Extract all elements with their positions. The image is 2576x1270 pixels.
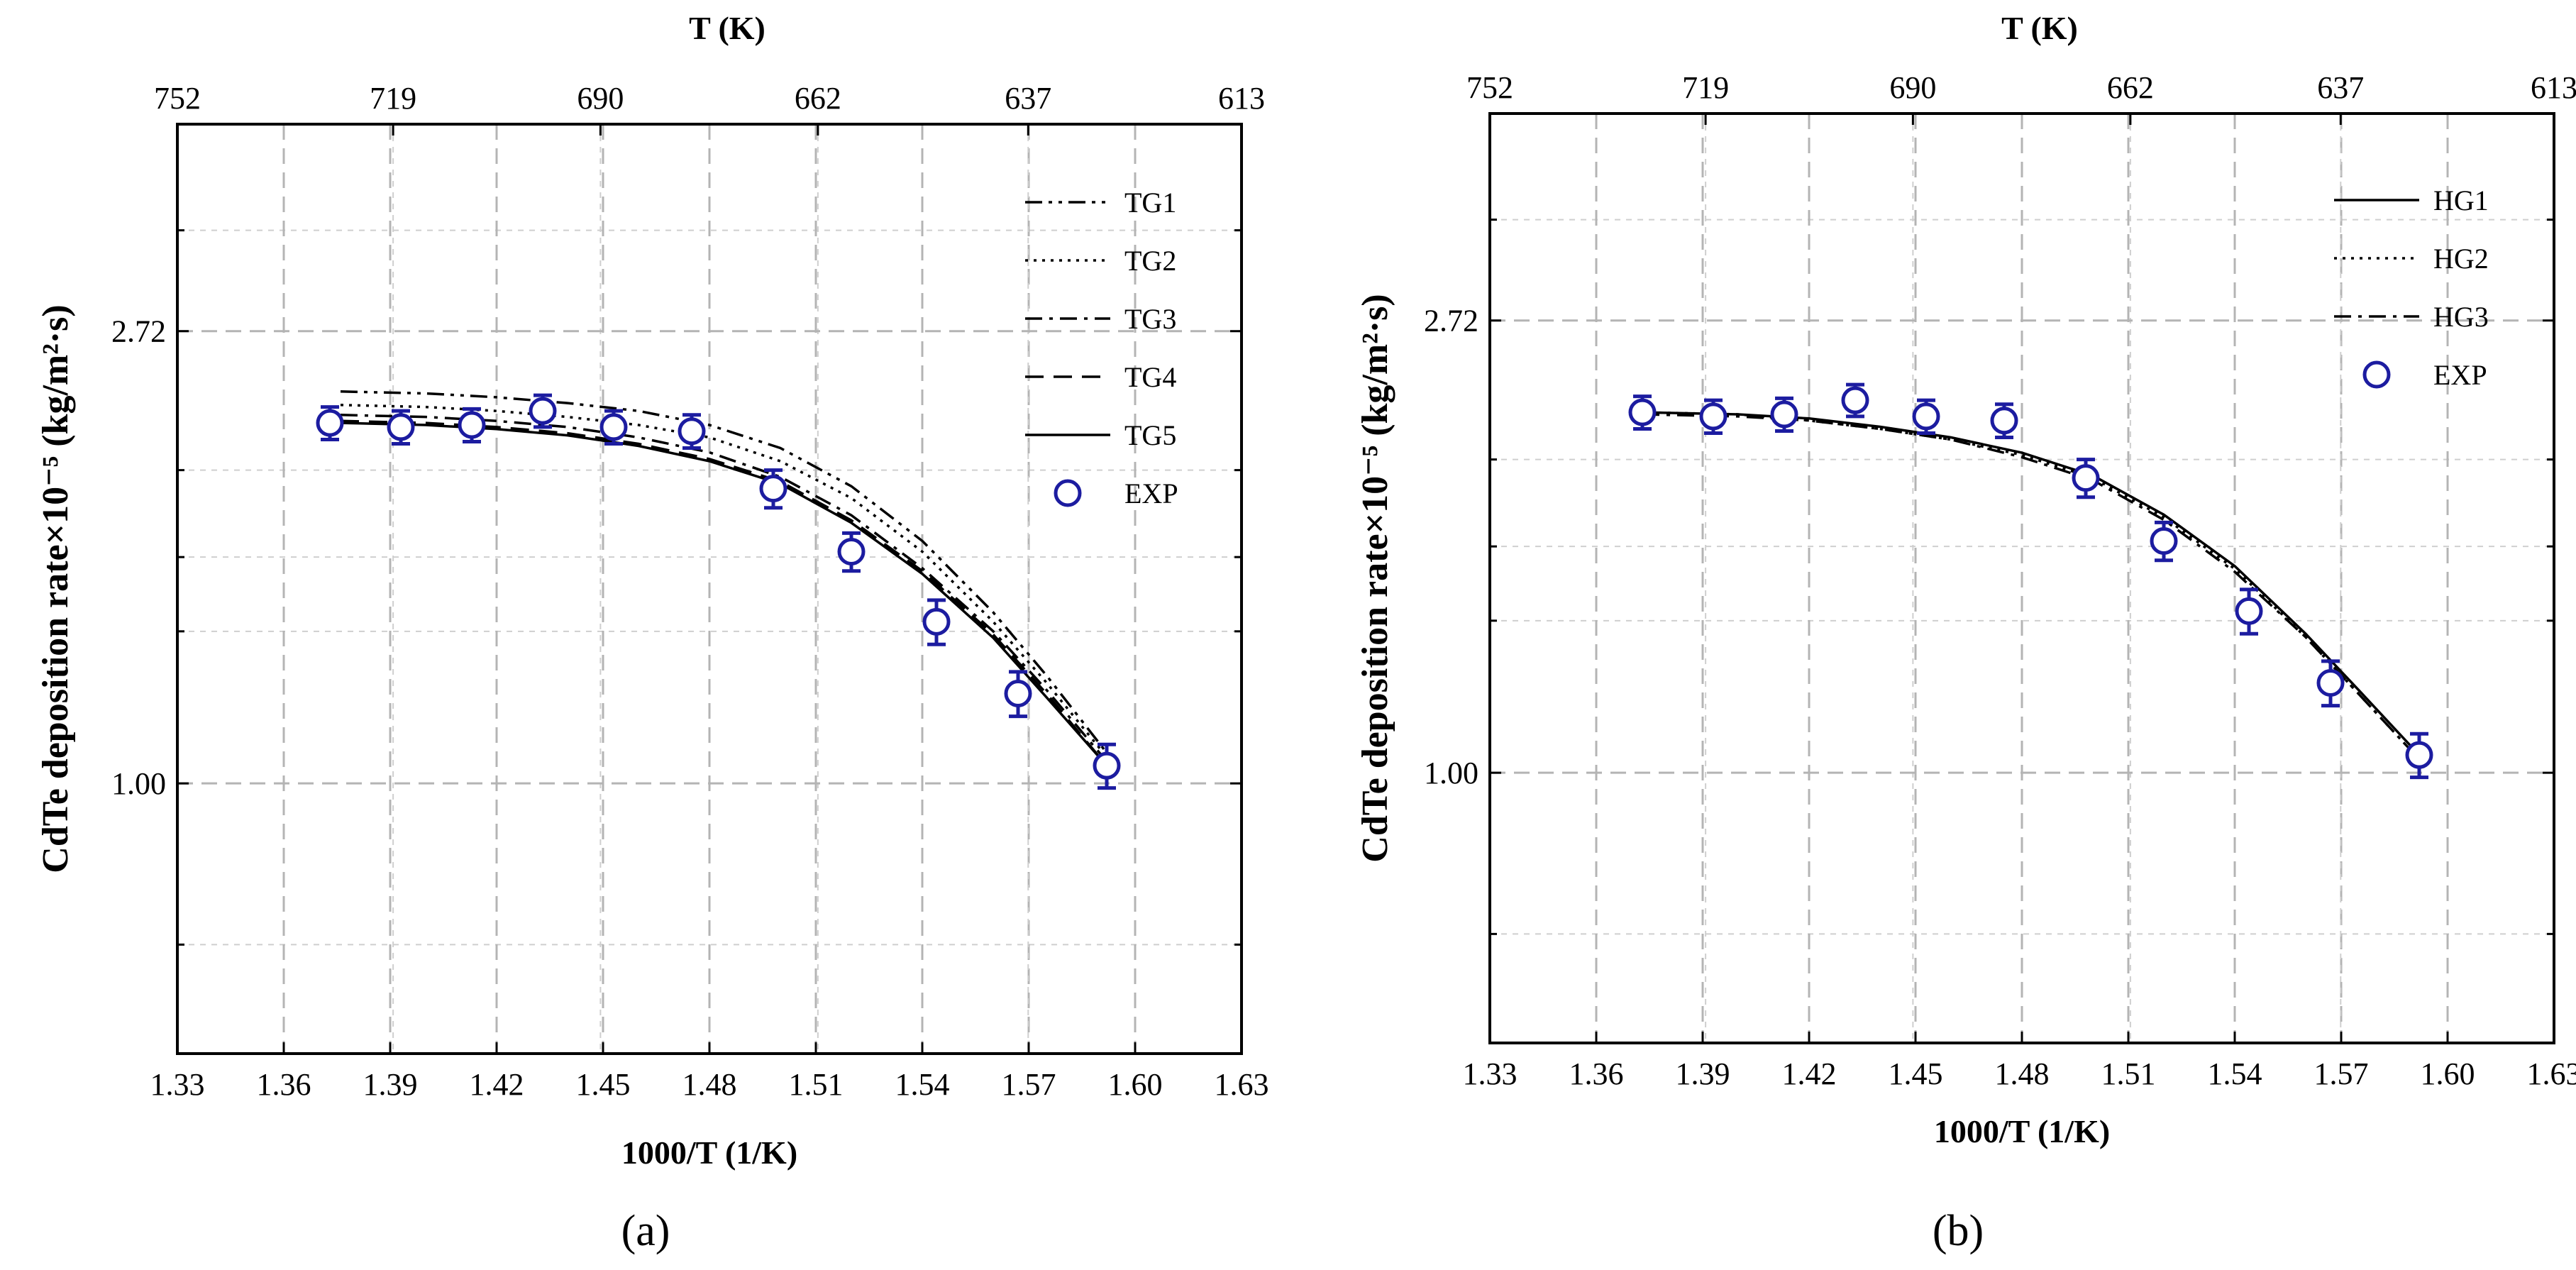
x-axis-title: 1000/T (1/K) (621, 1134, 797, 1171)
x2-tick-label: 752 (154, 81, 201, 116)
exp-point (1699, 402, 1728, 431)
x-tick-label: 1.39 (1676, 1056, 1730, 1091)
x-tick-label: 1.57 (1002, 1067, 1056, 1102)
x-tick-label: 1.36 (257, 1067, 311, 1102)
exp-point (678, 417, 706, 446)
x2-tick-label: 719 (370, 81, 416, 116)
x-tick-label: 1.63 (2527, 1056, 2576, 1091)
panel-label: (b) (1933, 1207, 1984, 1255)
legend-swatch-exp (1054, 479, 1082, 507)
series-line-tg1 (340, 390, 1108, 754)
exp-point (2150, 526, 2178, 555)
x2-tick-label: 637 (2317, 70, 2364, 105)
series-line-hg2 (1642, 411, 2421, 761)
x2-tick-label: 613 (2531, 70, 2576, 105)
exp-point (1841, 386, 1869, 414)
legend-label-tg1: TG1 (1124, 187, 1176, 219)
x-tick-label: 1.60 (1108, 1067, 1163, 1102)
x-tick-label: 1.63 (1215, 1067, 1269, 1102)
exp-point (1770, 400, 1798, 429)
x2-tick-label: 719 (1682, 70, 1729, 105)
x-tick-label: 1.42 (470, 1067, 524, 1102)
x-tick-label: 1.51 (2101, 1056, 2156, 1091)
legend-label-exp: EXP (2433, 359, 2487, 391)
chart-panel-b: 1.33 1.36 1.39 1.42 1.45 1.48 1.51 1.54 1.57 1.60… (1355, 10, 2576, 1255)
exp-point (1004, 679, 1032, 707)
x-axis-title: 1000/T (1/K) (1934, 1113, 2110, 1149)
x-tick-label: 1.48 (682, 1067, 737, 1102)
legend-label-exp: EXP (1124, 477, 1178, 509)
x2-tick-label: 613 (1218, 81, 1265, 116)
exp-point (837, 537, 866, 565)
legend-label-tg2: TG2 (1124, 245, 1176, 277)
series-line-tg4 (340, 419, 1108, 767)
chart-panel-a: 1.33 1.36 1.39 1.42 1.45 1.48 1.51 1.54 1.57 1.60… (35, 10, 1269, 1255)
exp-point (922, 607, 951, 636)
x-tick-label: 1.48 (1995, 1056, 2050, 1091)
legend-label-tg5: TG5 (1124, 419, 1176, 451)
x-tick-label: 1.39 (363, 1067, 418, 1102)
exp-point (387, 413, 415, 441)
x-tick-label: 1.33 (1463, 1056, 1518, 1091)
legend: HG1 HG2 HG3 EXP (2334, 184, 2489, 391)
x-tick-label: 1.36 (1569, 1056, 1624, 1091)
exp-point (2405, 741, 2433, 769)
exp-point (1093, 751, 1121, 780)
x-tick-label: 1.60 (2421, 1056, 2475, 1091)
x-tick-label: 1.45 (576, 1067, 631, 1102)
legend-label-hg1: HG1 (2433, 184, 2489, 216)
series-line-hg3 (1642, 413, 2421, 761)
x2-tick-label: 662 (795, 81, 841, 116)
x-tick-label: 1.57 (2314, 1056, 2369, 1091)
legend-label-tg4: TG4 (1124, 361, 1176, 393)
exp-point (2316, 668, 2345, 697)
y-axis-title: CdTe deposition rate×10⁻⁵ (kg/m²·s) (35, 304, 76, 873)
x-tick-label: 1.42 (1782, 1056, 1837, 1091)
exp-point (529, 397, 557, 425)
exp-point (2235, 597, 2263, 625)
panel-label: (a) (621, 1207, 670, 1255)
series-line-tg3 (340, 414, 1108, 763)
x2-tick-label: 637 (1005, 81, 1051, 116)
x2-axis-title: T (K) (2001, 10, 2078, 46)
y-tick-label: 1.00 (111, 766, 166, 801)
x2-tick-label: 662 (2107, 70, 2154, 105)
exp-point (458, 411, 486, 439)
x2-tick-label: 690 (577, 81, 624, 116)
x-tick-label: 1.33 (150, 1067, 205, 1102)
x-tick-label: 1.45 (1889, 1056, 1943, 1091)
y-tick-label: 1.00 (1424, 756, 1478, 790)
series-line-hg1 (1642, 411, 2421, 756)
legend-label-hg2: HG2 (2433, 243, 2489, 275)
y-axis-title: CdTe deposition rate×10⁻⁵ (kg/m²·s) (1355, 294, 1395, 862)
exp-point (1628, 398, 1657, 426)
x-tick-label: 1.54 (2208, 1056, 2262, 1091)
legend-label-tg3: TG3 (1124, 303, 1176, 335)
legend: TG1 TG2 TG3 TG4 TG5 EXP (1025, 187, 1178, 509)
exp-point (1912, 402, 1940, 431)
x2-tick-label: 752 (1466, 70, 1513, 105)
x-tick-label: 1.54 (895, 1067, 950, 1102)
x2-tick-label: 690 (1889, 70, 1936, 105)
exp-point (316, 409, 344, 437)
x-tick-label: 1.51 (789, 1067, 844, 1102)
exp-point (2072, 464, 2100, 492)
legend-label-hg3: HG3 (2433, 301, 2489, 333)
exp-point (1990, 407, 2018, 435)
series-line-tg5 (340, 421, 1108, 767)
y-tick-label: 2.72 (1424, 304, 1478, 338)
x2-axis-title: T (K) (689, 10, 765, 46)
y-tick-label: 2.72 (111, 314, 166, 349)
exp-point (599, 413, 628, 441)
legend-swatch-exp (2362, 360, 2391, 389)
exp-point (759, 475, 787, 503)
